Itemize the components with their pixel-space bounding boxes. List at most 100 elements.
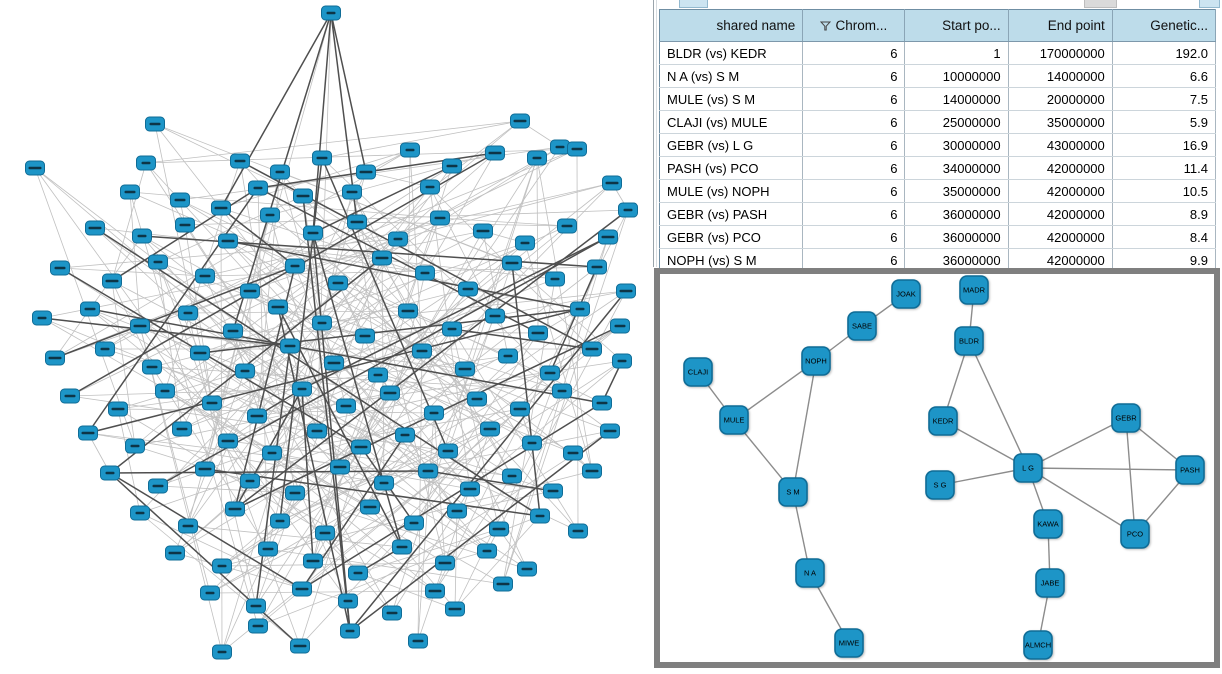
table-row[interactable]: BLDR (vs) KEDR 6 1 170000000 192.0 [659,41,1217,65]
network-node[interactable] [408,633,428,649]
network-node[interactable] [25,160,45,176]
network-node[interactable] [148,254,168,270]
network-node[interactable] [489,521,509,537]
network-node[interactable] [347,214,367,230]
network-node[interactable] [270,164,290,180]
network-node[interactable] [592,395,612,411]
tab-stub-right[interactable] [1199,0,1220,8]
network-node[interactable] [485,308,505,324]
network-node[interactable] [330,459,350,475]
network-node[interactable] [248,180,268,196]
network-node[interactable] [582,341,602,357]
network-node[interactable] [240,473,260,489]
network-node[interactable] [130,505,150,521]
network-node[interactable] [292,581,312,597]
network-edge[interactable] [1027,417,1127,469]
network-node[interactable] [515,235,535,251]
network-node[interactable] [502,255,522,271]
network-node[interactable] [78,425,98,441]
tab-stub-left[interactable] [679,0,708,8]
network-node[interactable] [600,423,620,439]
network-edge[interactable] [792,360,817,493]
network-node[interactable] [315,525,335,541]
network-node[interactable] [400,142,420,158]
network-node[interactable] [420,179,440,195]
network-node[interactable] [211,200,231,216]
network-node[interactable]: JOAK [891,279,921,309]
network-node[interactable]: MIWE [834,628,864,658]
network-node[interactable] [498,348,518,364]
network-node[interactable] [170,192,190,208]
network-node[interactable] [303,553,323,569]
network-node[interactable] [175,217,195,233]
network-node[interactable] [395,427,415,443]
network-node[interactable] [447,503,467,519]
network-node[interactable]: NOPH [801,346,831,376]
column-header-3[interactable]: End point [1008,9,1113,42]
network-node[interactable] [336,398,356,414]
network-node[interactable] [380,385,400,401]
network-node[interactable] [388,231,408,247]
network-node[interactable] [80,301,100,317]
network-node[interactable] [32,310,52,326]
network-node[interactable] [292,381,312,397]
network-node[interactable] [108,401,128,417]
network-node[interactable] [540,365,560,381]
network-node[interactable] [223,323,243,339]
network-node[interactable] [545,271,565,287]
network-node[interactable]: BLDR [954,326,984,356]
network-node[interactable] [467,391,487,407]
network-node[interactable]: SABE [847,311,877,341]
column-header-4[interactable]: Genetic... [1112,9,1217,42]
network-node[interactable] [582,463,602,479]
network-node[interactable] [190,345,210,361]
overview-network-svg[interactable]: JOAK MADR SABE BLDR NOPH CLAJI KEDR GEBR MULE L G… [660,274,1214,662]
network-node[interactable] [368,367,388,383]
network-node[interactable] [612,353,632,369]
network-node[interactable] [120,184,140,200]
network-node[interactable]: KEDR [928,406,958,436]
network-node[interactable] [324,355,344,371]
network-node[interactable] [312,315,332,331]
network-node[interactable] [338,593,358,609]
network-node[interactable]: N A [795,558,825,588]
network-node[interactable] [493,576,513,592]
network-node[interactable] [570,301,590,317]
network-node[interactable] [246,598,266,614]
network-node[interactable] [618,202,638,218]
network-node[interactable] [552,383,572,399]
network-node[interactable] [610,318,630,334]
network-node[interactable] [195,461,215,477]
network-node[interactable] [442,321,462,337]
network-node[interactable]: PCO [1120,519,1150,549]
network-node[interactable] [550,139,570,155]
network-node[interactable] [178,518,198,534]
network-node[interactable] [355,328,375,344]
main-network-canvas[interactable] [0,0,652,669]
network-node[interactable] [172,421,192,437]
network-node[interactable]: GEBR [1111,403,1141,433]
network-node[interactable]: L G [1013,453,1043,483]
table-row[interactable]: MULE (vs) S M 6 14000000 20000000 7.5 [659,87,1217,111]
network-node[interactable]: ALMCH [1023,630,1053,660]
table-row[interactable]: NOPH (vs) S M 6 36000000 42000000 9.9 [659,248,1217,272]
column-header-0[interactable]: shared name [659,9,804,42]
network-node[interactable] [458,281,478,297]
network-node[interactable] [240,283,260,299]
network-node[interactable]: S M [778,477,808,507]
network-node[interactable] [202,395,222,411]
network-node[interactable] [568,523,588,539]
network-node[interactable] [247,408,267,424]
network-node[interactable] [303,225,323,241]
network-node[interactable] [102,273,122,289]
network-node[interactable] [50,260,70,276]
network-edge[interactable] [1027,467,1136,535]
network-node[interactable] [230,153,250,169]
network-node[interactable] [348,565,368,581]
network-node[interactable] [480,421,500,437]
network-edge[interactable] [1027,467,1191,471]
network-node[interactable] [398,303,418,319]
network-node[interactable] [356,164,376,180]
network-node[interactable] [340,623,360,639]
network-node[interactable] [360,499,380,515]
